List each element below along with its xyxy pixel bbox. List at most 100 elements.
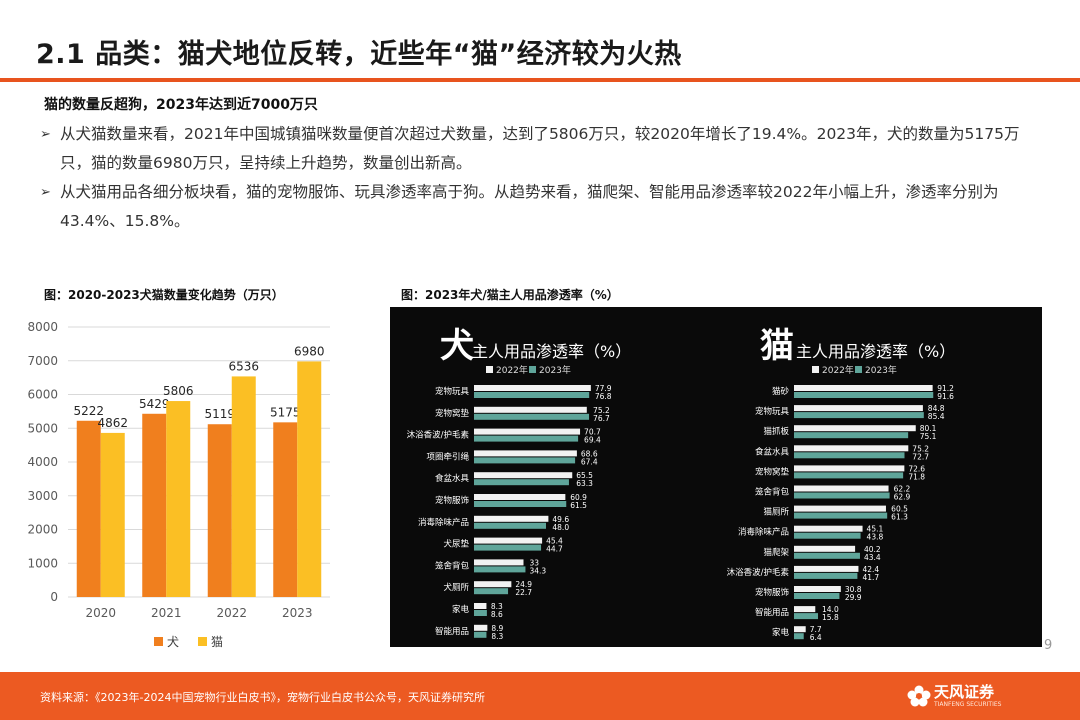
- bar-2022: [474, 624, 488, 631]
- bar-2022: [474, 559, 524, 566]
- bar-2023: [794, 492, 890, 499]
- bar-2023: [474, 392, 590, 398]
- data-label-2023: 61.3: [891, 513, 908, 522]
- bar-2022: [794, 465, 905, 472]
- logo-subtext: TIANFENG SECURITIES: [934, 701, 1002, 708]
- data-label-2023: 34.3: [529, 566, 546, 575]
- data-label-2023: 63.3: [576, 479, 593, 488]
- data-label-2023: 15.8: [822, 613, 839, 622]
- bar-cat: [231, 376, 256, 597]
- category-label: 项圈牵引绳: [426, 451, 469, 462]
- category-label: 猫抓板: [763, 426, 789, 437]
- category-label: 宠物服饰: [755, 587, 790, 598]
- bar-2023: [474, 413, 590, 420]
- data-label-2023: 48.0: [552, 523, 569, 532]
- bullet-text: 从犬猫数量来看，2021年中国城镇猫咪数量便首次超过犬数量，达到了5806万只，…: [60, 125, 1020, 172]
- data-label-2022: 62.2: [894, 485, 911, 494]
- chart2-caption: 图：2023年犬/猫主人用品渗透率（%）: [401, 288, 619, 302]
- bar-dog: [76, 420, 101, 597]
- category-label: 家电: [452, 604, 470, 615]
- data-label-2022: 77.9: [595, 384, 612, 393]
- data-label-2023: 6.4: [810, 633, 822, 642]
- data-label-2023: 62.9: [894, 493, 911, 502]
- footer-bar: 资料来源：《2023年-2024中国宠物行业白皮书》，宠物行业白皮书公众号，天风…: [0, 672, 1080, 720]
- data-label-2023: 75.1: [920, 432, 937, 441]
- bar-2022: [794, 445, 909, 452]
- bar-dog: [142, 413, 167, 597]
- panel-big-char: 猫: [760, 326, 794, 366]
- x-tick-label: 2020: [85, 606, 116, 620]
- data-label-2023: 71.8: [908, 472, 925, 481]
- bar-2023: [794, 432, 909, 439]
- data-label-2023: 8.3: [491, 632, 503, 641]
- data-label-2022: 14.0: [822, 605, 839, 614]
- data-label-2022: 68.6: [581, 449, 598, 458]
- bar-2022: [794, 425, 916, 432]
- bar-2022: [794, 565, 859, 572]
- data-label-2022: 8.3: [491, 602, 503, 611]
- y-tick-label: 0: [50, 590, 58, 604]
- company-logo: 天风证券 TIANFENG SECURITIES: [904, 678, 1074, 716]
- panel-heading: 主人用品渗透率（%）: [796, 342, 955, 361]
- legend-label: 2023年: [865, 364, 897, 376]
- data-label-2022: 42.4: [862, 565, 879, 574]
- data-label-2022: 33: [529, 558, 539, 567]
- y-tick-label: 6000: [27, 388, 58, 402]
- title-rule: [0, 78, 1080, 82]
- pet-count-bar-chart: 0 1000 2000 3000 4000 5000 6000 7000 8000 5222486…: [27, 320, 330, 649]
- data-label-2022: 7.7: [810, 625, 822, 634]
- legend-label: 2022年: [822, 364, 854, 376]
- data-label-2023: 67.4: [581, 457, 598, 466]
- data-label-2022: 91.2: [937, 384, 954, 393]
- bar-2022: [794, 485, 889, 492]
- bar-cat: [100, 432, 125, 597]
- legend-swatch: [154, 637, 163, 646]
- y-tick-label: 4000: [27, 455, 58, 469]
- data-label: 5806: [163, 384, 194, 398]
- chart1-caption: 图：2020-2023犬猫数量变化趋势（万只）: [44, 288, 284, 302]
- data-label: 5175: [270, 405, 301, 419]
- y-tick-label: 1000: [27, 556, 58, 570]
- legend-swatch: [529, 366, 536, 373]
- data-label-2022: 40.2: [864, 545, 881, 554]
- y-tick-label: 5000: [27, 421, 58, 435]
- logo-text: 天风证券: [934, 683, 995, 701]
- bar-2022: [474, 406, 587, 413]
- bar-2023: [794, 532, 861, 539]
- category-label: 宠物窝垫: [435, 408, 470, 419]
- bar-2023: [794, 633, 804, 640]
- data-label-2023: 61.5: [570, 501, 587, 510]
- data-label: 5429: [139, 397, 170, 411]
- category-label: 猫厕所: [763, 507, 789, 518]
- category-label: 消毒除味产品: [418, 517, 469, 528]
- data-label-2022: 8.9: [491, 624, 503, 633]
- bar-2022: [794, 505, 886, 512]
- category-label: 犬厕所: [443, 582, 469, 593]
- legend-label: 猫: [211, 635, 223, 649]
- summary-bullets: ➢ 从犬猫数量来看，2021年中国城镇猫咪数量便首次超过犬数量，达到了5806万…: [40, 120, 1050, 236]
- legend-label: 犬: [167, 635, 179, 649]
- bar-2022: [794, 405, 923, 412]
- data-label-2022: 84.8: [928, 404, 945, 413]
- bar-2022: [474, 494, 566, 500]
- category-label: 宠物服饰: [435, 495, 470, 506]
- category-label: 宠物玩具: [435, 386, 470, 397]
- data-label: 4862: [97, 416, 128, 430]
- data-label-2023: 69.4: [584, 436, 601, 445]
- data-label-2023: 22.7: [515, 588, 532, 597]
- bar-2023: [474, 610, 487, 616]
- data-label-2022: 65.5: [576, 471, 593, 480]
- category-label: 沐浴香波/护毛素: [727, 567, 790, 578]
- bar-dog: [273, 422, 298, 597]
- data-label-2022: 24.9: [515, 580, 532, 589]
- data-label-2023: 72.7: [912, 452, 929, 461]
- category-label: 宠物玩具: [755, 406, 790, 417]
- category-label: 智能用品: [755, 607, 789, 618]
- data-label-2022: 30.8: [845, 585, 862, 594]
- y-tick-label: 8000: [27, 320, 58, 334]
- data-label-2023: 76.8: [595, 392, 612, 401]
- arrow-bullet-icon: ➢: [40, 185, 51, 200]
- bar-2023: [474, 479, 569, 486]
- flower-logo-icon: [907, 685, 931, 707]
